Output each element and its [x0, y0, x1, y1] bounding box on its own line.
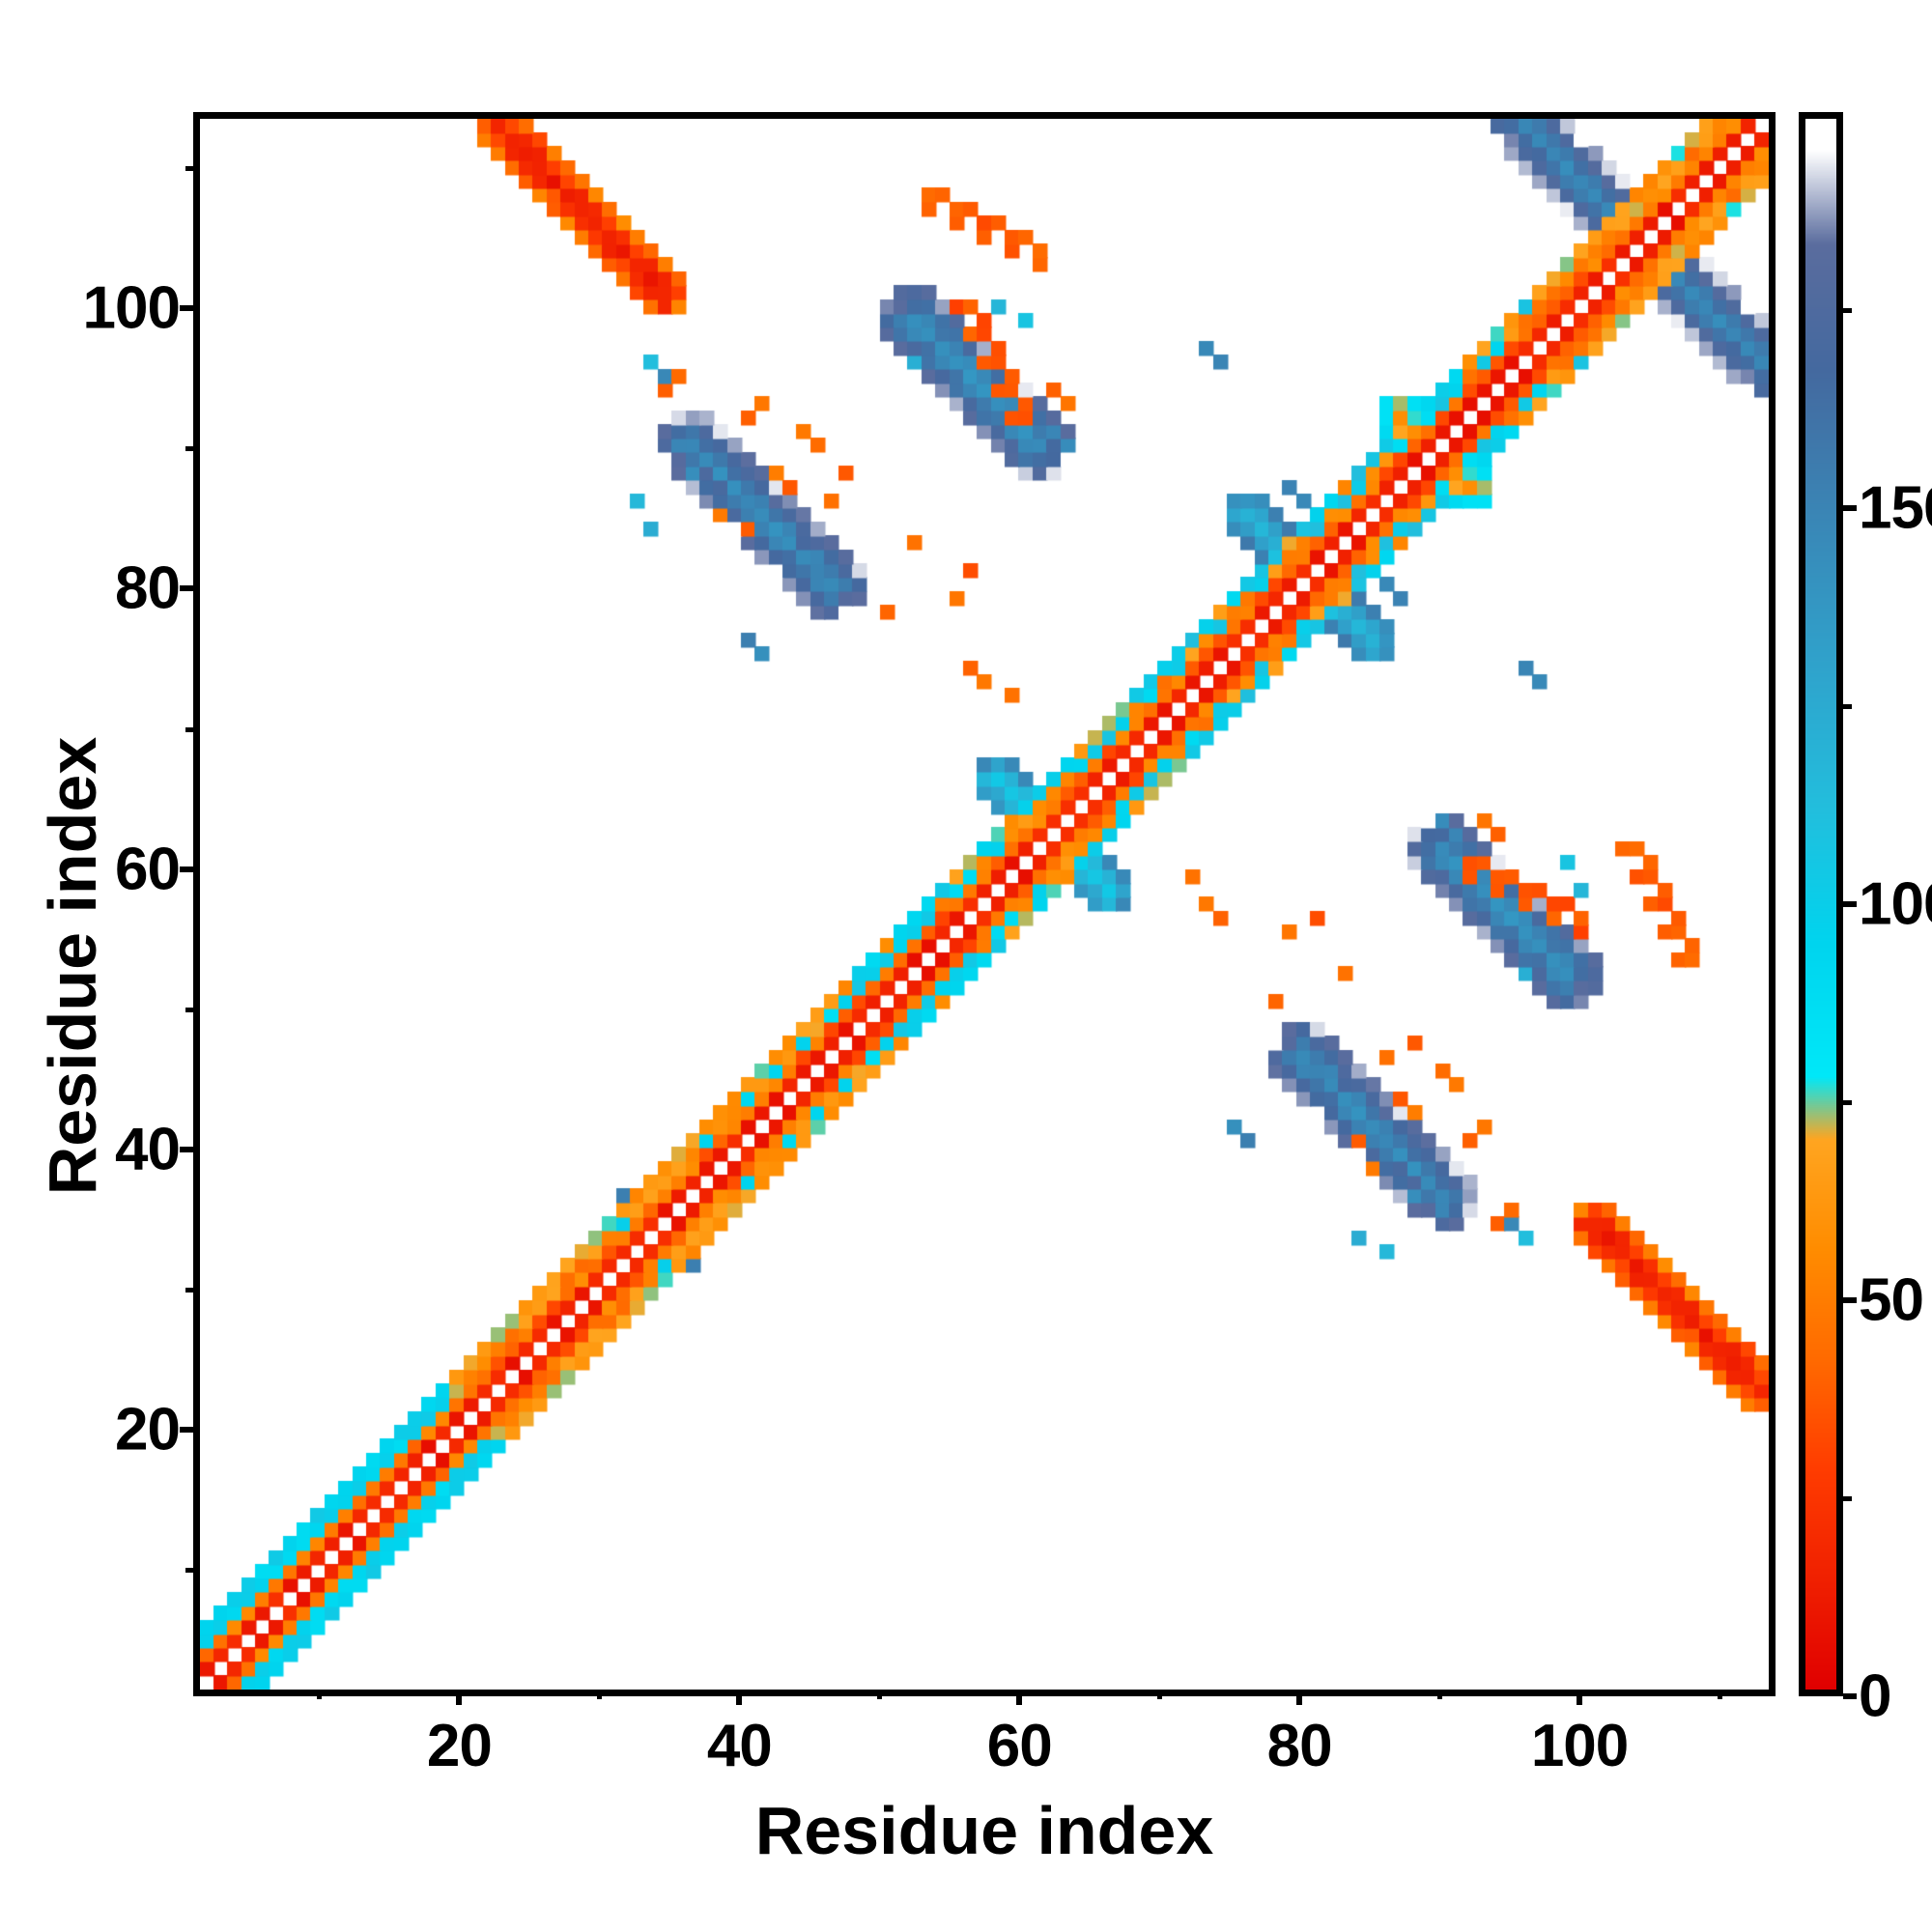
- y-minor-tick-10: [185, 1568, 195, 1574]
- colorbar-minor-tick-125: [1843, 704, 1852, 709]
- y-tick-label-40: 40: [115, 1116, 181, 1183]
- colorbar-minor-tick-175: [1843, 308, 1852, 313]
- x-tick-label-100: 100: [1530, 1713, 1629, 1779]
- y-tick-label-20: 20: [115, 1396, 181, 1463]
- x-axis-title: Residue index: [754, 1793, 1214, 1868]
- colorbar-minor-tick-25: [1843, 1496, 1852, 1501]
- y-tick-label-60: 60: [115, 836, 181, 903]
- x-tick-label-80: 80: [1266, 1713, 1333, 1779]
- y-minor-tick-70: [185, 726, 195, 732]
- x-minor-tick-70: [1157, 1690, 1163, 1699]
- x-tick-20: [456, 1690, 463, 1705]
- x-tick-label-20: 20: [426, 1713, 493, 1779]
- y-tick-60: [180, 866, 195, 872]
- colorbar-tick-label-50: 50: [1859, 1266, 1924, 1334]
- x-minor-tick-90: [1437, 1690, 1443, 1699]
- y-minor-tick-30: [185, 1288, 195, 1293]
- y-tick-label-100: 100: [82, 274, 181, 342]
- y-tick-100: [180, 305, 195, 312]
- colorbar-tick-label-100: 100: [1859, 870, 1932, 938]
- x-tick-label-40: 40: [706, 1713, 773, 1779]
- y-tick-40: [180, 1146, 195, 1152]
- plot-area: [193, 112, 1776, 1696]
- x-minor-tick-110: [1718, 1690, 1723, 1699]
- colorbar-tick-50: [1843, 1297, 1857, 1303]
- heatmap-image: [200, 119, 1769, 1690]
- x-minor-tick-10: [317, 1690, 323, 1699]
- colorbar-tick-label-0: 0: [1859, 1662, 1891, 1730]
- y-tick-label-80: 80: [115, 554, 181, 622]
- x-minor-tick-50: [877, 1690, 883, 1699]
- colorbar-tick-0: [1843, 1693, 1857, 1699]
- colorbar-minor-tick-75: [1843, 1100, 1852, 1105]
- y-minor-tick-110: [185, 166, 195, 172]
- x-tick-100: [1577, 1690, 1583, 1705]
- colorbar: [1799, 112, 1843, 1696]
- x-tick-80: [1296, 1690, 1303, 1705]
- colorbar-tick-100: [1843, 901, 1857, 907]
- x-tick-label-60: 60: [986, 1713, 1053, 1779]
- x-tick-60: [1016, 1690, 1023, 1705]
- y-tick-20: [180, 1427, 195, 1434]
- y-minor-tick-90: [185, 446, 195, 452]
- y-axis-title: Residue index: [35, 736, 110, 1196]
- y-tick-80: [180, 585, 195, 592]
- y-minor-tick-50: [185, 1007, 195, 1012]
- colorbar-tick-label-150: 150: [1859, 474, 1932, 542]
- x-minor-tick-30: [597, 1690, 603, 1699]
- x-tick-40: [736, 1690, 743, 1705]
- colorbar-gradient: [1805, 119, 1836, 1690]
- colorbar-tick-150: [1843, 505, 1857, 511]
